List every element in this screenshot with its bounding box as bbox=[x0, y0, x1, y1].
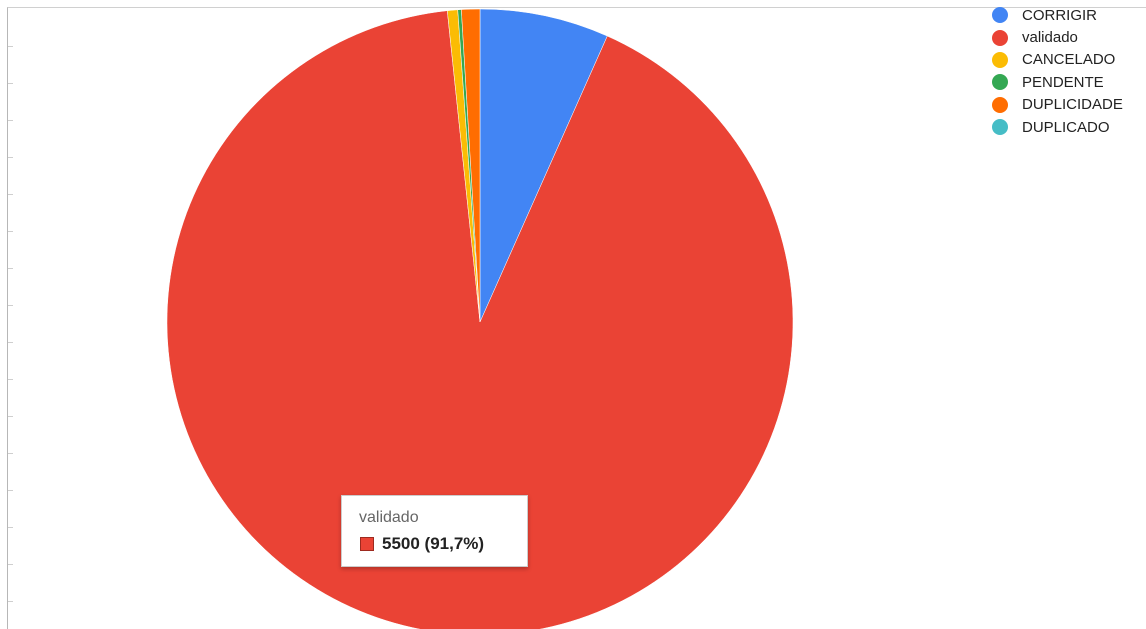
legend-item-cancelado[interactable]: CANCELADO bbox=[992, 49, 1123, 71]
chart-area bbox=[7, 7, 1146, 629]
frame-tick bbox=[8, 342, 13, 343]
frame-tick bbox=[8, 564, 13, 565]
legend-dot-icon bbox=[992, 7, 1008, 24]
legend-label: DUPLICADO bbox=[1022, 118, 1110, 136]
tooltip-color-swatch bbox=[360, 537, 374, 551]
legend-label: DUPLICIDADE bbox=[1022, 96, 1123, 114]
legend-item-validado[interactable]: validado bbox=[992, 26, 1123, 48]
frame-tick bbox=[8, 157, 13, 158]
frame-tick bbox=[8, 194, 13, 195]
legend-dot-icon bbox=[992, 51, 1008, 68]
frame-tick bbox=[8, 416, 13, 417]
frame-tick bbox=[8, 120, 13, 121]
frame-tick bbox=[8, 379, 13, 380]
frame-tick bbox=[8, 490, 13, 491]
pie-slice-validado[interactable] bbox=[166, 10, 794, 629]
legend-label: CANCELADO bbox=[1022, 51, 1116, 69]
legend-item-corrigir[interactable]: CORRIGIR bbox=[992, 4, 1123, 26]
pie-slice-duplicidade[interactable] bbox=[461, 8, 481, 323]
legend-label: PENDENTE bbox=[1022, 73, 1104, 91]
legend-dot-icon bbox=[992, 119, 1008, 136]
frame-tick bbox=[8, 601, 13, 602]
legend-label: validado bbox=[1022, 29, 1078, 47]
legend-item-pendente[interactable]: PENDENTE bbox=[992, 71, 1123, 93]
frame-tick bbox=[8, 453, 13, 454]
frame-tick bbox=[8, 268, 13, 269]
tooltip-value: 5500 (91,7%) bbox=[382, 534, 485, 553]
legend-dot-icon bbox=[992, 96, 1008, 113]
legend-item-duplicidade[interactable]: DUPLICIDADE bbox=[992, 94, 1123, 116]
pie-slice-corrigir[interactable] bbox=[479, 8, 608, 323]
legend-dot-icon bbox=[992, 74, 1008, 91]
frame-tick bbox=[8, 305, 13, 306]
legend-dot-icon bbox=[992, 29, 1008, 46]
frame-tick bbox=[8, 83, 13, 84]
legend-label: CORRIGIR bbox=[1022, 6, 1097, 24]
frame-tick bbox=[8, 231, 13, 232]
chart-legend: CORRIGIR validado CANCELADO PENDENTE DUPLICI… bbox=[992, 4, 1123, 138]
legend-item-duplicado[interactable]: DUPLICADO bbox=[992, 116, 1123, 138]
frame-tick bbox=[8, 527, 13, 528]
chart-tooltip: validado 5500 (91,7%) bbox=[341, 495, 528, 567]
tooltip-title: validado bbox=[359, 509, 419, 526]
frame-tick bbox=[8, 46, 13, 47]
